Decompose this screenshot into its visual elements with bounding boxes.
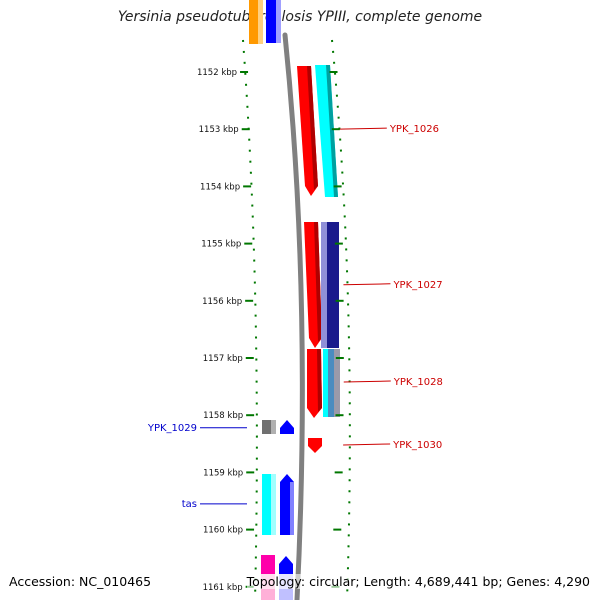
topology-text: Topology: circular; Length: 4,689,441 bp… <box>246 574 590 589</box>
axis-ticks: 1152 kbp 1153 kbp 1154 kbp 1155 kbp 1156 kbp… <box>197 68 344 593</box>
inner-ring-arc <box>282 32 305 600</box>
gene-labels: YPK_1026 YPK_1027 YPK_1028 YPK_1030 YPK_1029… <box>147 124 443 510</box>
gene-tas-cyan-lite <box>271 474 276 535</box>
gene-label-ypk-1028: YPK_1028 <box>393 377 443 388</box>
gene-label-tas: tas <box>182 499 197 510</box>
tick-label: 1157 kbp <box>203 354 243 364</box>
tick-label: 1156 kbp <box>202 297 242 307</box>
gene-ypk1028-gray <box>334 349 340 417</box>
tick-label: 1158 kbp <box>203 411 243 421</box>
gene-ypk1029-blue <box>280 420 294 434</box>
gene-ypk1028-cyan <box>323 349 328 417</box>
gene-label-line-ypk-1027 <box>343 283 391 286</box>
tick-label: 1154 kbp <box>200 182 240 192</box>
gene-ypk1028-steel <box>328 349 334 417</box>
gene-ypk1029-gray-lite <box>271 420 276 434</box>
accession-text: Accession: NC_010465 <box>9 574 152 589</box>
gene-tas-blue-lite <box>290 482 294 535</box>
inner-scale-dots <box>242 39 258 600</box>
gene-ypk1026-cyan-shade <box>326 65 338 197</box>
gene-ypk1027-red-shade <box>314 222 322 342</box>
gene-label-ypk-1027: YPK_1027 <box>392 280 442 291</box>
tick-label: 1153 kbp <box>199 125 239 135</box>
gene-ypk1030-red <box>308 438 322 453</box>
tick-label: 1155 kbp <box>201 240 241 250</box>
genome-title: Yersinia pseudotuberculosis YPIII, compl… <box>117 9 483 25</box>
gene-ypk1028-red-shade <box>317 349 322 412</box>
tick-label: 1160 kbp <box>203 526 243 536</box>
gene-ypk1027-navy <box>327 222 339 348</box>
gene-label-line-ypk-1028 <box>343 380 391 383</box>
gene-label-ypk-1026: YPK_1026 <box>389 124 439 135</box>
gene-label-line-ypk-1026 <box>339 127 387 130</box>
gene-label-line-ypk-1030 <box>343 443 391 446</box>
gene-orange-top-lite <box>258 0 263 44</box>
tick-label: 1152 kbp <box>197 68 237 78</box>
gene-label-ypk-1029: YPK_1029 <box>147 423 197 434</box>
gene-ypk1027-lavender <box>321 222 327 348</box>
tick-label: 1159 kbp <box>203 468 243 478</box>
gene-ypk1026-red-shade <box>307 66 318 190</box>
tick-label: 1161 kbp <box>203 583 243 593</box>
gene-label-ypk-1030: YPK_1030 <box>392 440 442 451</box>
gene-blue-top-lite <box>276 0 281 43</box>
